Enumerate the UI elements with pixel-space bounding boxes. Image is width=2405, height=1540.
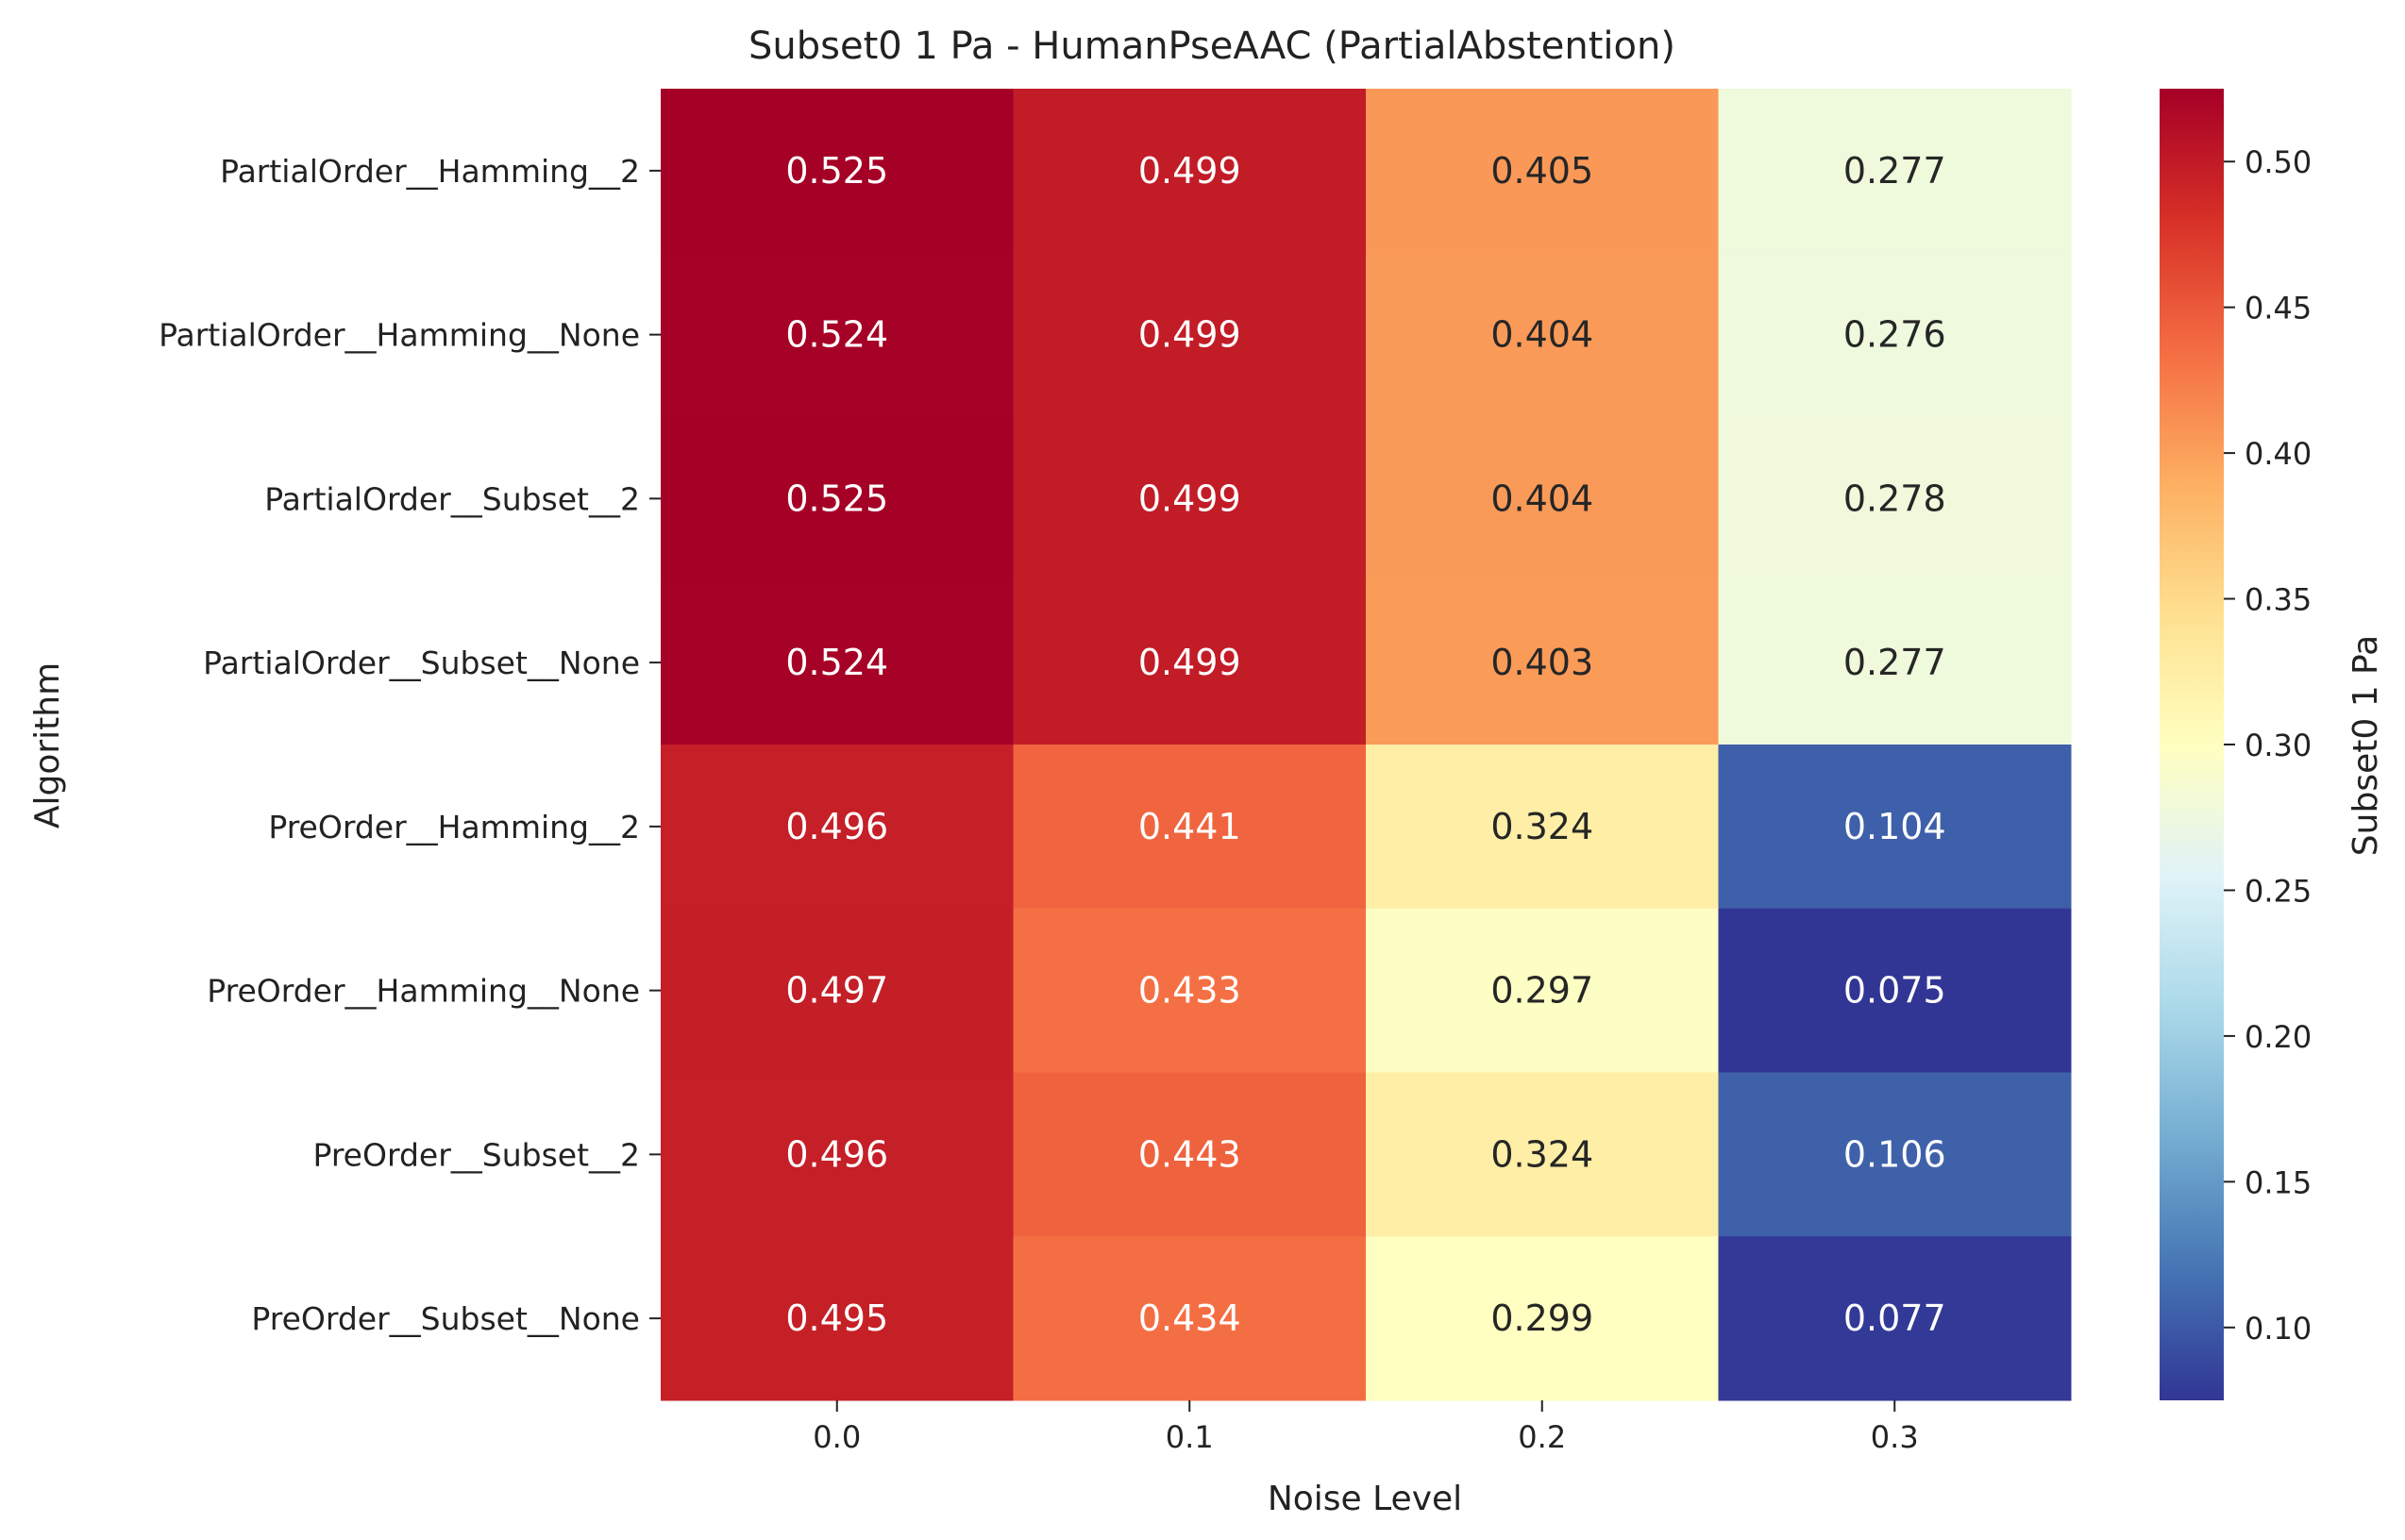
cell-value-label: 0.324	[1490, 1133, 1593, 1175]
colorbar-label: Subset0 1 Pa	[2346, 635, 2385, 856]
heatmap-cell	[1718, 580, 2072, 745]
cell-value-label: 0.443	[1138, 1133, 1241, 1175]
heatmap-cell	[661, 908, 1014, 1073]
heatmap-cells: 0.525 0.499 0.405 0.277 0.524 0.499 0.404 0.276…	[661, 89, 2072, 1401]
heatmap-cell	[661, 1236, 1014, 1401]
colorbar-tick-label: 0.40	[2245, 436, 2312, 472]
x-tick-label: 0.3	[1871, 1419, 1919, 1455]
heatmap-cell	[661, 1072, 1014, 1237]
cell-value-label: 0.496	[785, 806, 888, 847]
heatmap-cell	[1366, 416, 1719, 581]
heatmap-cell	[1366, 745, 1719, 910]
heatmap-cell	[1013, 1236, 1367, 1401]
cell-value-label: 0.434	[1138, 1297, 1241, 1339]
cell-value-label: 0.278	[1843, 477, 1946, 519]
cell-value-label: 0.297	[1490, 970, 1593, 1012]
cell-value-label: 0.525	[785, 477, 888, 519]
y-tick-label: PartialOrder__Hamming__None	[159, 317, 640, 354]
heatmap-cell	[1718, 89, 2072, 254]
cell-value-label: 0.277	[1843, 150, 1946, 192]
x-tick-label: 0.0	[813, 1419, 861, 1455]
cell-value-label: 0.404	[1490, 314, 1593, 356]
cell-value-label: 0.441	[1138, 806, 1241, 847]
heatmap-cell	[1718, 745, 2072, 910]
cell-value-label: 0.075	[1843, 970, 1946, 1012]
cell-value-label: 0.277	[1843, 642, 1946, 683]
heatmap-cell	[661, 252, 1014, 417]
heatmap-cell	[661, 416, 1014, 581]
y-tick-label: PreOrder__Hamming__None	[207, 973, 640, 1010]
heatmap-cell	[1366, 580, 1719, 745]
heatmap-cell	[661, 580, 1014, 745]
x-tick-label: 0.1	[1166, 1419, 1214, 1455]
heatmap-cell	[1013, 1072, 1367, 1237]
colorbar-gradient	[2160, 89, 2224, 1400]
cell-value-label: 0.525	[785, 150, 888, 192]
y-tick-label: PartialOrder__Subset__2	[264, 480, 640, 517]
cell-value-label: 0.104	[1843, 806, 1946, 847]
heatmap-cell	[1366, 89, 1719, 254]
heatmap-cell	[1013, 252, 1367, 417]
cell-value-label: 0.499	[1138, 642, 1241, 683]
heatmap-cell	[1013, 908, 1367, 1073]
cell-value-label: 0.276	[1843, 314, 1946, 356]
heatmap-cell	[1013, 89, 1367, 254]
heatmap-cell	[1718, 416, 2072, 581]
heatmap-cell	[1366, 908, 1719, 1073]
cell-value-label: 0.405	[1490, 150, 1593, 192]
chart-title: Subset0 1 Pa - HumanPseAAC (PartialAbste…	[748, 25, 1675, 68]
colorbar-tick-label: 0.45	[2245, 291, 2312, 326]
cell-value-label: 0.495	[785, 1297, 888, 1339]
y-tick-label: PreOrder__Hamming__2	[268, 809, 640, 845]
colorbar-tick-label: 0.15	[2245, 1164, 2312, 1200]
x-axis-label: Noise Level	[1268, 1480, 1462, 1518]
heatmap-cell	[1366, 1236, 1719, 1401]
cell-value-label: 0.496	[785, 1133, 888, 1175]
colorbar: 0.10 0.15 0.20 0.25 0.30 0.35 0.40 0.45 0.50	[2160, 89, 2312, 1400]
cell-value-label: 0.499	[1138, 150, 1241, 192]
cell-value-label: 0.433	[1138, 970, 1241, 1012]
cell-value-label: 0.403	[1490, 642, 1593, 683]
x-axis-ticks: 0.0 0.1 0.2 0.3	[813, 1400, 1919, 1455]
cell-value-label: 0.497	[785, 970, 888, 1012]
colorbar-tick-label: 0.30	[2245, 728, 2312, 763]
y-axis-ticks: PartialOrder__Hamming__2 PartialOrder__Ha…	[159, 153, 661, 1337]
heatmap-cell	[1366, 252, 1719, 417]
x-tick-label: 0.2	[1518, 1419, 1566, 1455]
cell-value-label: 0.404	[1490, 477, 1593, 519]
heatmap-cell	[661, 89, 1014, 254]
cell-value-label: 0.106	[1843, 1133, 1946, 1175]
cell-value-label: 0.524	[785, 642, 888, 683]
colorbar-tick-label: 0.25	[2245, 873, 2312, 909]
colorbar-tick-label: 0.10	[2245, 1311, 2312, 1347]
heatmap-cell	[1013, 580, 1367, 745]
cell-value-label: 0.324	[1490, 806, 1593, 847]
heatmap-cell	[1718, 252, 2072, 417]
cell-value-label: 0.299	[1490, 1297, 1593, 1339]
y-axis-label: Algorithm	[28, 662, 67, 829]
heatmap-cell	[1013, 745, 1367, 910]
heatmap-cell	[661, 745, 1014, 910]
cell-value-label: 0.499	[1138, 477, 1241, 519]
cell-value-label: 0.077	[1843, 1297, 1946, 1339]
heatmap-cell	[1366, 1072, 1719, 1237]
cell-value-label: 0.524	[785, 314, 888, 356]
y-tick-label: PreOrder__Subset__None	[251, 1300, 640, 1337]
y-tick-label: PartialOrder__Hamming__2	[220, 153, 640, 190]
colorbar-tick-label: 0.50	[2245, 144, 2312, 180]
heatmap-cell	[1718, 1236, 2072, 1401]
y-tick-label: PreOrder__Subset__2	[313, 1136, 640, 1173]
heatmap-cell	[1718, 908, 2072, 1073]
y-tick-label: PartialOrder__Subset__None	[203, 644, 640, 681]
heatmap-cell	[1718, 1072, 2072, 1237]
heatmap-cell	[1013, 416, 1367, 581]
colorbar-tick-label: 0.20	[2245, 1019, 2312, 1055]
colorbar-tick-label: 0.35	[2245, 582, 2312, 618]
cell-value-label: 0.499	[1138, 314, 1241, 356]
